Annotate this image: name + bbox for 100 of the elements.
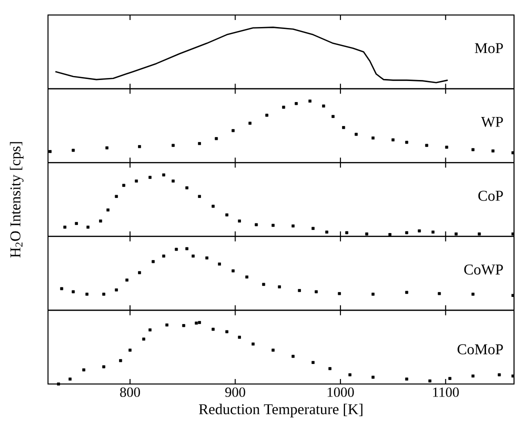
point [491, 149, 494, 152]
x-tick-label: 1100 [433, 388, 459, 397]
point [405, 140, 408, 144]
point [106, 208, 110, 212]
point [68, 378, 72, 381]
point [314, 290, 318, 294]
point [372, 376, 375, 379]
point [308, 100, 312, 103]
point [225, 330, 228, 334]
point [105, 146, 108, 150]
point [142, 338, 146, 341]
point [454, 232, 458, 236]
point [232, 269, 235, 272]
point [85, 292, 88, 296]
point [471, 148, 474, 152]
point [74, 222, 78, 225]
point [119, 359, 122, 362]
point [405, 290, 408, 294]
x-axis-title: Reduction Temperature [K] [198, 404, 362, 418]
point [162, 254, 166, 258]
point [405, 378, 408, 381]
point [345, 231, 348, 234]
point [185, 247, 188, 250]
point [325, 230, 328, 234]
point [192, 254, 195, 258]
series-label: CoMoP [458, 344, 503, 354]
point [102, 292, 106, 296]
point [252, 342, 255, 346]
point [498, 373, 501, 376]
point [60, 287, 64, 290]
point [72, 290, 75, 294]
point [338, 292, 341, 296]
point [194, 322, 198, 325]
point [438, 292, 441, 296]
point [292, 354, 295, 358]
point [114, 288, 118, 292]
point [57, 382, 60, 386]
point [214, 137, 218, 140]
point [262, 282, 266, 286]
point [152, 260, 155, 264]
point [428, 379, 432, 382]
point [212, 204, 215, 208]
x-tick-label: 800 [120, 388, 140, 397]
point [432, 230, 434, 234]
point [128, 348, 132, 352]
point [282, 106, 286, 109]
point [425, 144, 428, 147]
point [312, 226, 315, 230]
x-tick-label: 900 [225, 388, 246, 397]
point [342, 126, 346, 130]
point [225, 213, 228, 216]
y-axis-title: H$_{2}$O Intensity [cps] [10, 142, 24, 258]
point [418, 229, 421, 232]
point [328, 367, 332, 370]
point [332, 114, 335, 118]
point [122, 184, 126, 187]
point [86, 226, 90, 229]
point [138, 145, 142, 148]
series-label: WP [481, 117, 503, 128]
point [254, 223, 258, 226]
point [172, 180, 175, 183]
point [348, 373, 352, 376]
point [372, 292, 375, 296]
point [162, 173, 166, 176]
point [102, 365, 106, 368]
point [82, 368, 86, 372]
point [182, 324, 186, 328]
point [322, 104, 326, 108]
point [312, 360, 315, 364]
point [298, 289, 301, 292]
point [478, 232, 481, 236]
point [205, 256, 208, 260]
point [405, 231, 408, 234]
point [278, 285, 281, 288]
point [198, 321, 201, 324]
point [294, 102, 298, 106]
point [365, 232, 368, 236]
point [48, 150, 52, 154]
point [238, 336, 241, 339]
point [138, 271, 142, 274]
point [198, 142, 201, 146]
point [272, 348, 275, 352]
point [72, 148, 75, 152]
point [272, 224, 275, 227]
point [172, 144, 175, 147]
point [265, 114, 268, 117]
point [238, 220, 241, 223]
point [445, 146, 448, 149]
point [212, 328, 215, 331]
point [198, 194, 201, 198]
point [292, 224, 295, 228]
series-label: CoWP [464, 264, 503, 275]
point [372, 136, 375, 140]
point [99, 220, 102, 223]
point [185, 186, 188, 190]
point [392, 138, 395, 142]
text: MoP [474, 43, 503, 54]
point [218, 262, 221, 266]
text: CoP [478, 190, 503, 201]
point [125, 278, 128, 282]
